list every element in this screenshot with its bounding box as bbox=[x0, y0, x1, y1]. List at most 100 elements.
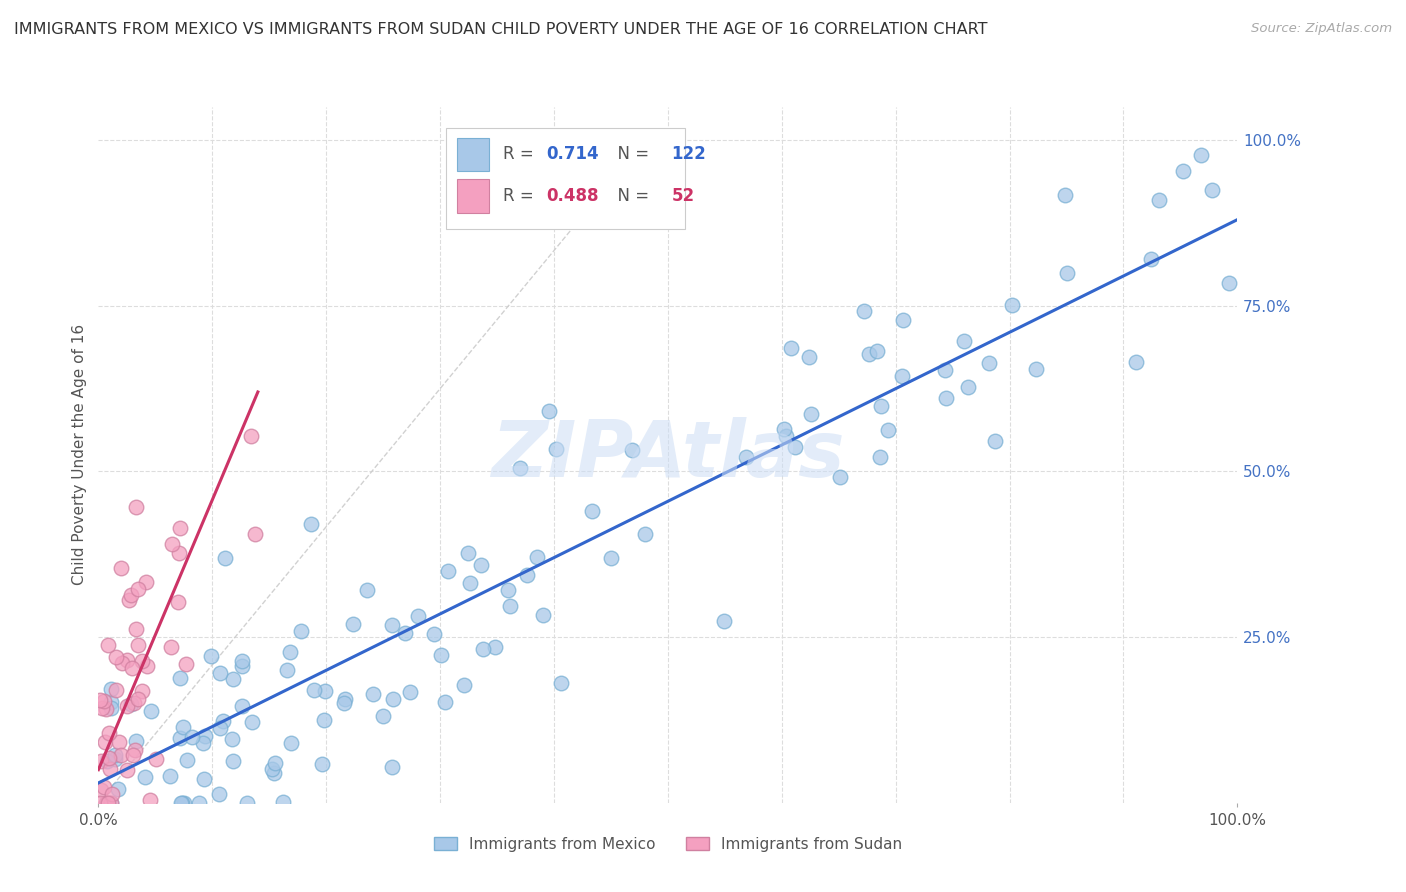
Point bbox=[121, 661, 143, 675]
Point bbox=[104, 747, 127, 762]
Point bbox=[100, 681, 122, 696]
Point bbox=[139, 793, 162, 807]
Point bbox=[122, 697, 145, 711]
Point bbox=[516, 568, 538, 582]
Point bbox=[169, 520, 191, 534]
Point bbox=[977, 356, 1000, 370]
Point bbox=[877, 423, 900, 437]
Text: R =: R = bbox=[503, 187, 538, 205]
Point bbox=[214, 551, 236, 566]
Point bbox=[290, 624, 312, 639]
Point bbox=[1201, 182, 1223, 196]
Point bbox=[127, 692, 149, 706]
Point bbox=[100, 796, 122, 810]
Point bbox=[139, 704, 162, 718]
Point bbox=[97, 638, 120, 652]
Point bbox=[429, 648, 451, 663]
Point bbox=[1125, 355, 1147, 369]
Point bbox=[984, 434, 1007, 449]
Point bbox=[956, 380, 979, 394]
Point bbox=[167, 546, 190, 560]
Point bbox=[381, 760, 404, 774]
Point bbox=[278, 645, 301, 659]
Point bbox=[373, 709, 395, 723]
Point bbox=[131, 654, 153, 668]
Point bbox=[118, 593, 141, 607]
Point bbox=[107, 781, 129, 796]
Point bbox=[172, 796, 194, 810]
Point bbox=[98, 751, 121, 765]
Point bbox=[188, 796, 211, 810]
Point bbox=[1147, 193, 1170, 207]
Point bbox=[312, 713, 335, 727]
Point bbox=[853, 304, 876, 318]
Point bbox=[780, 341, 803, 355]
Point bbox=[800, 407, 823, 421]
Point bbox=[550, 676, 572, 690]
Point bbox=[117, 763, 139, 777]
Point bbox=[496, 583, 519, 598]
Point bbox=[110, 748, 132, 763]
Point bbox=[117, 699, 139, 714]
Point bbox=[94, 796, 117, 810]
Point bbox=[1140, 252, 1163, 266]
Point bbox=[458, 576, 481, 591]
Point bbox=[470, 558, 492, 572]
Text: 122: 122 bbox=[671, 145, 706, 163]
Point bbox=[120, 588, 142, 602]
Point bbox=[382, 692, 405, 706]
Point bbox=[159, 640, 181, 654]
Point bbox=[890, 369, 912, 384]
Point bbox=[301, 516, 323, 531]
Point bbox=[127, 638, 149, 652]
Text: R =: R = bbox=[503, 145, 538, 163]
Point bbox=[172, 720, 194, 734]
Point bbox=[634, 527, 657, 541]
Point bbox=[97, 796, 120, 810]
Point bbox=[94, 702, 117, 716]
Point bbox=[333, 696, 356, 710]
Point bbox=[93, 694, 115, 708]
Point bbox=[98, 762, 121, 776]
Point bbox=[111, 656, 134, 670]
Point bbox=[110, 561, 132, 575]
Point bbox=[222, 672, 245, 686]
Point bbox=[531, 607, 554, 622]
Point bbox=[423, 626, 446, 640]
Point bbox=[1056, 266, 1078, 280]
Point bbox=[135, 574, 157, 589]
Point bbox=[785, 440, 807, 454]
Y-axis label: Child Poverty Under the Age of 16: Child Poverty Under the Age of 16 bbox=[72, 325, 87, 585]
Point bbox=[773, 422, 796, 436]
Point bbox=[509, 461, 531, 475]
Point bbox=[436, 564, 458, 578]
Point bbox=[408, 609, 430, 624]
Point bbox=[394, 626, 416, 640]
Point bbox=[1171, 164, 1194, 178]
Point bbox=[231, 699, 253, 714]
Point bbox=[173, 796, 195, 810]
Point bbox=[93, 780, 115, 794]
Text: 0.714: 0.714 bbox=[546, 145, 599, 163]
Point bbox=[231, 654, 253, 668]
Point bbox=[121, 747, 143, 762]
Point bbox=[170, 796, 193, 810]
Point bbox=[169, 731, 191, 746]
Point bbox=[104, 752, 127, 766]
Point bbox=[799, 350, 821, 364]
Point bbox=[828, 470, 851, 484]
Point bbox=[97, 725, 120, 739]
Point bbox=[302, 683, 325, 698]
Point bbox=[105, 683, 128, 698]
Point bbox=[96, 796, 118, 810]
Text: IMMIGRANTS FROM MEXICO VS IMMIGRANTS FROM SUDAN CHILD POVERTY UNDER THE AGE OF 1: IMMIGRANTS FROM MEXICO VS IMMIGRANTS FRO… bbox=[14, 22, 987, 37]
Point bbox=[169, 671, 191, 685]
Point bbox=[398, 685, 420, 699]
FancyBboxPatch shape bbox=[446, 128, 685, 229]
Point bbox=[145, 752, 167, 766]
Point bbox=[174, 657, 197, 672]
Point bbox=[193, 772, 215, 787]
Point bbox=[526, 550, 548, 565]
Point bbox=[239, 429, 262, 443]
Point bbox=[208, 787, 231, 801]
